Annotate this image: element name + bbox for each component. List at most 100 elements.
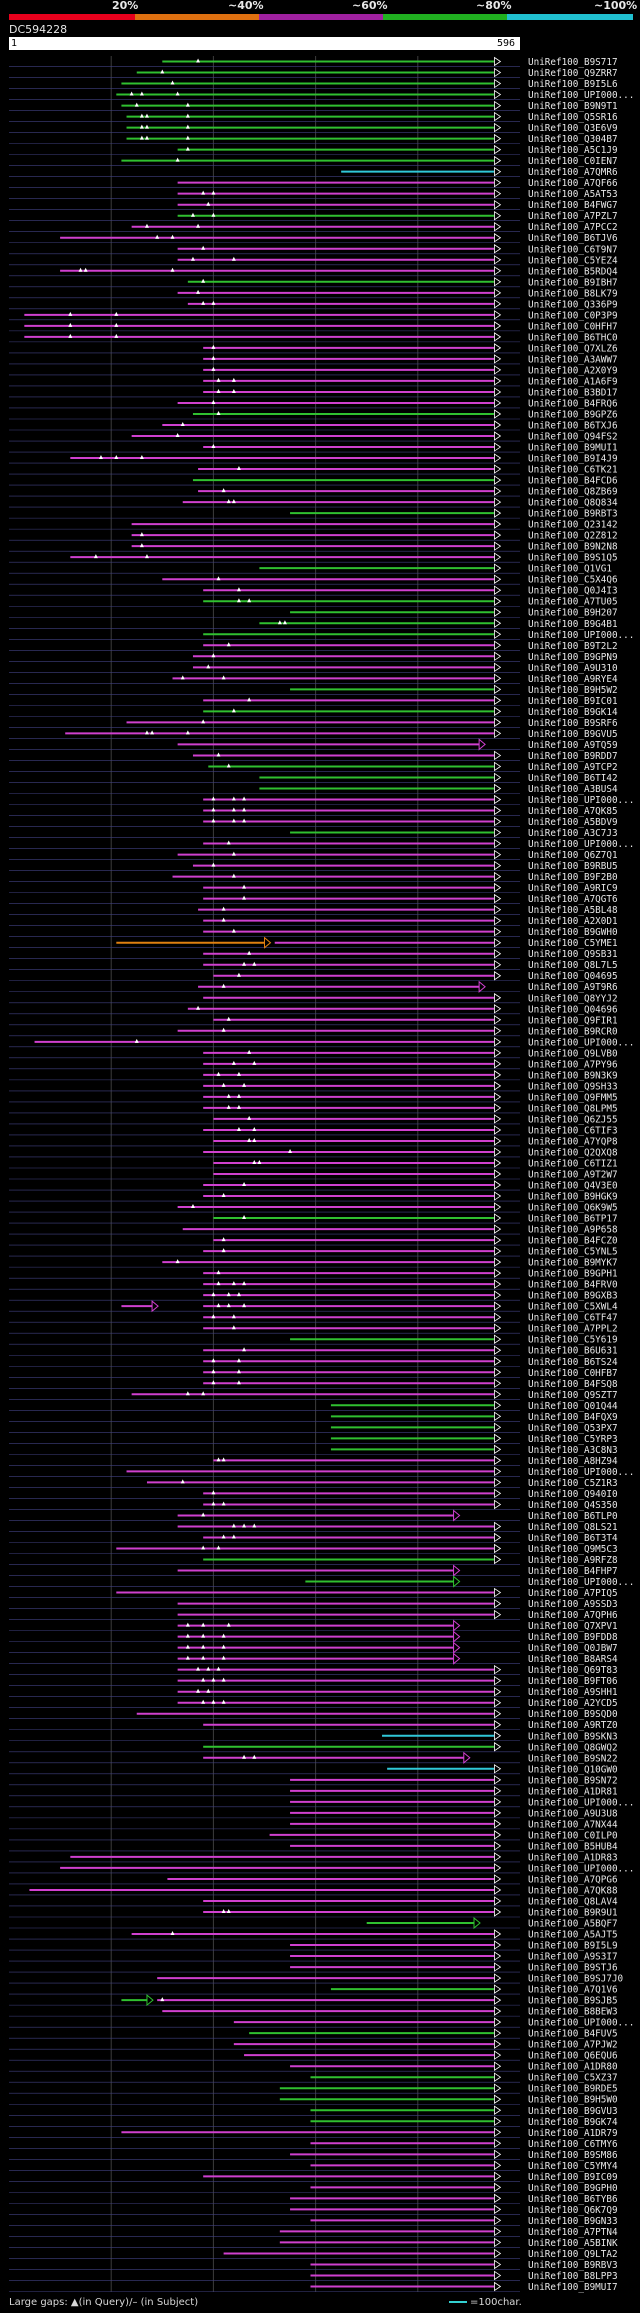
hit-label: UniRef100_Q9M5C3 <box>528 1544 618 1555</box>
hit-label: UniRef100_A1DR81 <box>528 1786 618 1797</box>
hit-label: UniRef100_B6TS24 <box>528 1357 618 1368</box>
gap-marker <box>231 708 236 713</box>
end-arrow-icon <box>494 2138 502 2149</box>
gap-marker <box>211 1490 216 1495</box>
gap-marker <box>236 1104 241 1109</box>
end-arrow-icon <box>494 1224 502 1234</box>
gap-marker <box>216 377 221 382</box>
gap-marker <box>211 190 216 195</box>
end-arrow-icon <box>494 937 502 948</box>
end-arrow-icon <box>494 2226 502 2237</box>
hit-label: UniRef100_B9STJ6 <box>528 1963 618 1974</box>
gap-marker <box>211 818 216 823</box>
gap-marker <box>196 223 201 228</box>
hit-label: UniRef100_A7Q1V6 <box>528 1985 618 1996</box>
hit-label: UniRef100_B9MUI1 <box>528 443 618 454</box>
hit-arrow <box>478 980 486 993</box>
hit-label: UniRef100_B6TYB6 <box>528 2194 618 2205</box>
gap-marker <box>139 455 144 460</box>
hit-label: UniRef100_A9TQ59 <box>528 740 618 751</box>
end-arrow-icon <box>494 805 502 816</box>
gap-marker <box>242 884 247 889</box>
gap-marker <box>226 763 231 768</box>
gap-marker <box>68 322 73 327</box>
gap-marker <box>221 1644 226 1649</box>
end-arrow-icon <box>494 464 502 474</box>
hit-label: UniRef100_B6TP17 <box>528 1214 618 1225</box>
hit-label: UniRef100_B9GPN9 <box>528 652 618 663</box>
end-arrow-icon <box>494 1775 502 1785</box>
gap-marker <box>236 1358 241 1363</box>
gap-marker <box>134 1038 139 1043</box>
hit-label: UniRef100_B4FQX9 <box>528 1412 618 1423</box>
hit-label: UniRef100_Q01Q44 <box>528 1401 618 1412</box>
end-arrow-icon <box>494 67 502 78</box>
hit-label: UniRef100_Q8LS21 <box>528 1522 618 1533</box>
gap-marker <box>211 1314 216 1319</box>
gap-marker <box>226 840 231 845</box>
end-arrow-icon <box>494 662 502 673</box>
gap-marker <box>190 1204 195 1209</box>
hit-label: UniRef100_A7PCC2 <box>528 222 618 233</box>
gap-marker <box>160 1997 165 2002</box>
scale-segment-green <box>383 14 507 20</box>
hit-label: UniRef100_B6U631 <box>528 1346 618 1357</box>
end-arrow-icon <box>494 133 502 144</box>
gap-marker <box>139 124 144 129</box>
hit-label: UniRef100_B8BEW3 <box>528 2007 618 2018</box>
gap-marker <box>134 102 139 107</box>
gap-marker <box>114 455 119 460</box>
end-arrow-icon <box>494 277 502 287</box>
hit-label: UniRef100_B9RDE5 <box>528 2084 618 2095</box>
hit-label: UniRef100_B9FT06 <box>528 1676 618 1687</box>
gap-marker <box>221 983 226 988</box>
end-arrow-icon <box>494 640 502 651</box>
gap-marker <box>201 1545 206 1550</box>
end-arrow-icon <box>494 144 502 155</box>
hit-label: UniRef100_B9GXB3 <box>528 1291 618 1302</box>
end-arrow-icon <box>494 1488 502 1499</box>
end-arrow-icon <box>494 2171 502 2182</box>
end-arrow-icon <box>494 1136 502 1146</box>
hit-label: UniRef100_B9RBT3 <box>528 509 618 520</box>
gap-marker <box>114 322 119 327</box>
end-arrow-icon <box>494 1951 502 1961</box>
end-arrow-icon <box>494 1125 502 1135</box>
gap-marker <box>201 300 206 305</box>
end-arrow-icon <box>494 2259 502 2270</box>
hit-label: UniRef100_A7PIQ5 <box>528 1588 618 1599</box>
gap-marker <box>252 1137 257 1142</box>
gap-marker <box>211 796 216 801</box>
hit-label: UniRef100_C5Y619 <box>528 1335 618 1346</box>
gap-marker <box>201 1644 206 1649</box>
end-arrow-icon <box>494 1532 502 1543</box>
gap-marker <box>226 1908 231 1913</box>
hit-label: UniRef100_Q304B7 <box>528 134 618 145</box>
hit-label: UniRef100_Q6ZJ55 <box>528 1114 618 1125</box>
hit-label: UniRef100_C5YRP3 <box>528 1434 618 1445</box>
hit-label: UniRef100_UPI000... <box>528 1577 634 1588</box>
gap-marker <box>226 1292 231 1297</box>
hit-label: UniRef100_A9P658 <box>528 1225 618 1236</box>
end-arrow-icon <box>494 1268 502 1278</box>
hit-label: UniRef100_A3AWW7 <box>528 354 618 365</box>
gap-marker <box>201 1699 206 1704</box>
end-arrow-icon <box>494 2050 502 2060</box>
hit-label: UniRef100_B9HGK9 <box>528 1192 618 1203</box>
gap-marker <box>68 333 73 338</box>
gap-marker <box>180 1479 185 1484</box>
gap-marker <box>242 1215 247 1220</box>
hit-label: UniRef100_A1DR83 <box>528 1852 618 1863</box>
gap-marker <box>216 1457 221 1462</box>
end-arrow-icon <box>494 1444 502 1455</box>
end-arrow-icon <box>494 860 502 871</box>
end-arrow-icon <box>494 1554 502 1565</box>
end-arrow-icon <box>494 210 502 221</box>
hit-label: UniRef100_B9SQD0 <box>528 1709 618 1720</box>
gap-marker <box>201 719 206 724</box>
end-arrow-icon <box>494 1048 502 1058</box>
hit-label: UniRef100_B9I5L9 <box>528 1941 618 1952</box>
end-arrow-icon <box>494 1852 502 1862</box>
gap-marker <box>144 554 149 559</box>
end-arrow-icon <box>494 166 502 177</box>
